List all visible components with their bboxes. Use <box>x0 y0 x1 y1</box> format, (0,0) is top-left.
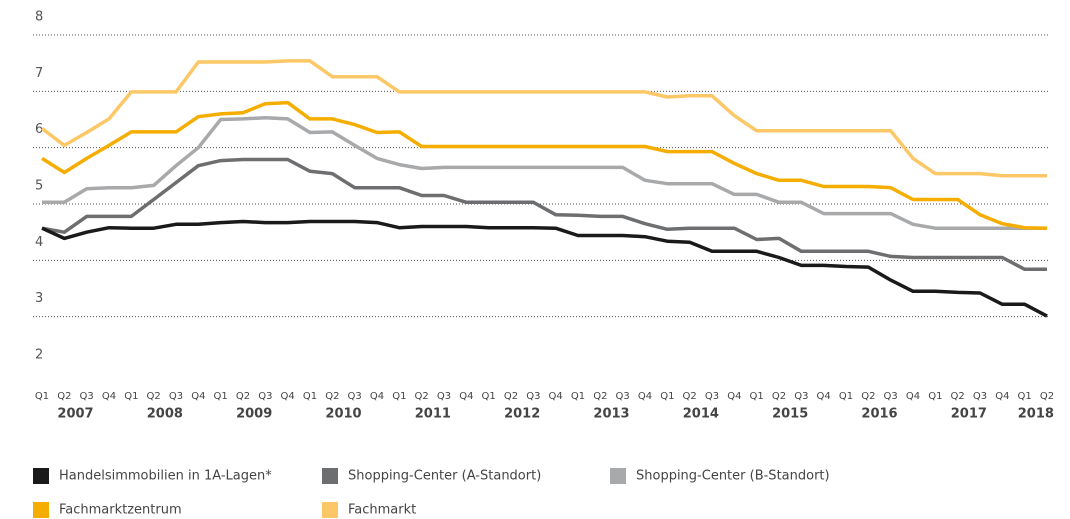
x-tick-label: Q2 <box>951 391 965 402</box>
x-tick-label: Q2 <box>861 391 875 402</box>
year-label: 2008 <box>147 407 183 422</box>
x-tick-label: Q4 <box>281 391 295 402</box>
x-tick-label: Q1 <box>303 391 317 402</box>
x-tick-label: Q2 <box>57 391 71 402</box>
x-tick-label: Q1 <box>482 391 496 402</box>
legend-label: Shopping-Center (B-Standort) <box>636 469 830 484</box>
y-tick-label: 2 <box>35 348 43 363</box>
year-label: 2010 <box>325 407 361 422</box>
x-tick-label: Q3 <box>884 391 898 402</box>
x-tick-label: Q1 <box>392 391 406 402</box>
year-label: 2017 <box>951 407 987 422</box>
x-tick-label: Q1 <box>750 391 764 402</box>
series-line <box>41 219 1048 318</box>
x-tick-label: Q3 <box>348 391 362 402</box>
legend-label: Shopping-Center (A-Standort) <box>348 469 541 484</box>
x-tick-label: Q4 <box>906 391 920 402</box>
x-tick-label: Q4 <box>370 391 384 402</box>
year-label: 2013 <box>593 407 629 422</box>
x-tick-label: Q2 <box>593 391 607 402</box>
y-tick-label: 3 <box>35 291 43 306</box>
legend-swatch <box>33 502 49 518</box>
x-tick-label: Q4 <box>638 391 652 402</box>
y-tick-label: 6 <box>35 122 43 137</box>
year-label: 2016 <box>861 407 897 422</box>
x-tick-label: Q3 <box>526 391 540 402</box>
x-tick-label: Q3 <box>258 391 272 402</box>
x-tick-label: Q2 <box>236 391 250 402</box>
legend-swatch <box>33 468 49 484</box>
x-tick-label: Q1 <box>1018 391 1032 402</box>
x-tick-label: Q4 <box>102 391 116 402</box>
x-tick-label: Q3 <box>80 391 94 402</box>
legend-swatch <box>322 502 338 518</box>
x-tick-label: Q4 <box>549 391 563 402</box>
x-tick-label: Q3 <box>705 391 719 402</box>
x-tick-label: Q3 <box>616 391 630 402</box>
series-line <box>40 59 1047 178</box>
x-tick-label: Q2 <box>147 391 161 402</box>
year-label: 2011 <box>415 407 451 422</box>
year-label: 2007 <box>57 407 93 422</box>
x-tick-label: Q2 <box>772 391 786 402</box>
y-tick-label: 8 <box>35 10 43 25</box>
year-label: 2018 <box>1018 407 1054 422</box>
x-tick-label: Q1 <box>839 391 853 402</box>
legend-swatch <box>322 468 338 484</box>
legend-label: Handelsimmobilien in 1A-Lagen* <box>59 469 272 484</box>
year-label: 2014 <box>683 407 719 422</box>
legend-swatch <box>610 468 626 484</box>
series-line <box>41 100 1048 230</box>
x-tick-label: Q4 <box>817 391 831 402</box>
legend-label: Fachmarkt <box>348 503 416 518</box>
x-tick-label: Q3 <box>973 391 987 402</box>
x-tick-label: Q4 <box>459 391 473 402</box>
x-tick-label: Q2 <box>1040 391 1054 402</box>
legend-label: Fachmarktzentrum <box>59 503 182 518</box>
x-tick-label: Q2 <box>415 391 429 402</box>
x-tick-label: Q1 <box>214 391 228 402</box>
x-tick-label: Q2 <box>683 391 697 402</box>
x-tick-label: Q4 <box>191 391 205 402</box>
y-tick-label: 7 <box>35 66 43 81</box>
x-tick-label: Q1 <box>660 391 674 402</box>
y-tick-label: 4 <box>35 235 43 250</box>
series-line <box>41 157 1047 272</box>
x-tick-label: Q1 <box>35 391 49 402</box>
year-label: 2012 <box>504 407 540 422</box>
year-label: 2015 <box>772 407 808 422</box>
x-tick-label: Q1 <box>124 391 138 402</box>
series-line <box>42 116 1047 230</box>
x-tick-label: Q4 <box>727 391 741 402</box>
y-tick-label: 5 <box>35 179 43 194</box>
x-tick-label: Q3 <box>437 391 451 402</box>
x-tick-label: Q1 <box>571 391 585 402</box>
x-tick-label: Q3 <box>169 391 183 402</box>
x-tick-label: Q3 <box>794 391 808 402</box>
x-tick-label: Q2 <box>325 391 339 402</box>
x-tick-label: Q1 <box>928 391 942 402</box>
year-label: 2009 <box>236 407 272 422</box>
x-tick-label: Q2 <box>504 391 518 402</box>
x-tick-label: Q4 <box>995 391 1009 402</box>
